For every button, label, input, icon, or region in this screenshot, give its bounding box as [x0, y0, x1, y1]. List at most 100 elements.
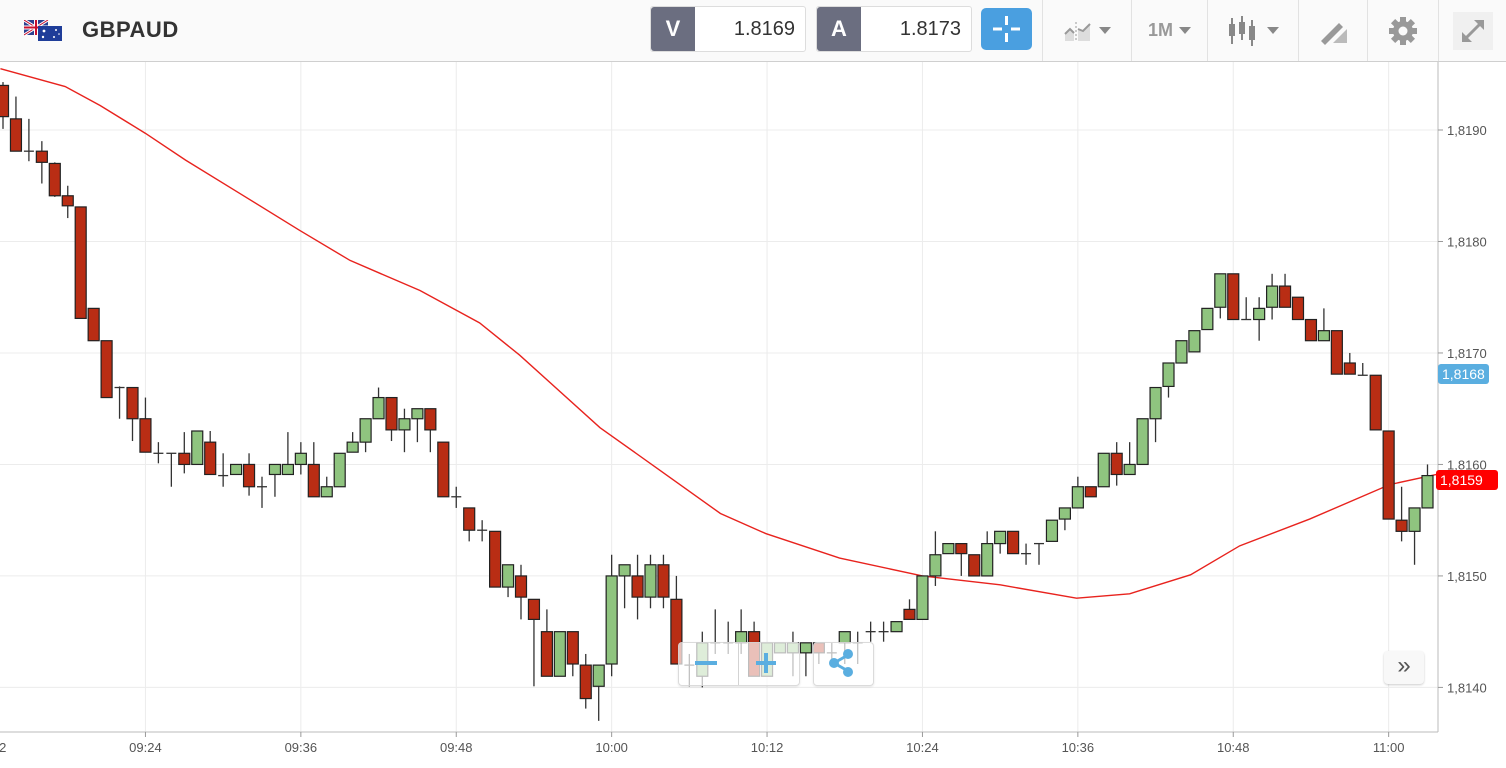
- drawing-tools-button[interactable]: [1298, 0, 1367, 61]
- candle-body: [307, 463, 320, 498]
- candle: [48, 162, 61, 197]
- candle: [916, 575, 929, 621]
- candle: [670, 575, 683, 665]
- buy-quote-button[interactable]: A 1.8173: [816, 6, 972, 52]
- candle: [501, 564, 515, 598]
- candle: [1084, 486, 1097, 498]
- price-chart[interactable]: 1,8140 1,8150 1,8160 1,8170 1,8180 1,8190 09:…: [0, 62, 1506, 768]
- zoom-in-button[interactable]: [739, 643, 799, 685]
- price-tick-label: 1,8190: [1447, 123, 1487, 138]
- candle-body: [916, 575, 929, 621]
- candle-body: [981, 542, 994, 577]
- candle: [657, 554, 670, 609]
- candle: [1369, 374, 1382, 431]
- crosshair-button[interactable]: [981, 8, 1032, 50]
- candle: [527, 598, 541, 687]
- candle: [372, 387, 385, 420]
- candle: [1058, 507, 1072, 531]
- candle: [191, 430, 204, 466]
- candle-body: [1097, 452, 1110, 488]
- candle: [294, 442, 307, 475]
- candle: [61, 185, 74, 219]
- candle: [178, 432, 191, 474]
- candle: [257, 476, 267, 508]
- timeframe-dropdown[interactable]: 1M: [1131, 0, 1207, 61]
- candle: [1421, 464, 1434, 509]
- candle: [114, 386, 125, 419]
- candle: [204, 431, 217, 476]
- candle-body: [1253, 307, 1266, 321]
- compare-icon: [1064, 21, 1091, 42]
- candle-body: [294, 452, 307, 466]
- candle: [1265, 273, 1279, 320]
- candle-body: [61, 195, 74, 207]
- candle-body: [320, 486, 333, 498]
- candle-body: [929, 554, 942, 577]
- candle-body: [1214, 273, 1227, 308]
- candle: [890, 621, 903, 633]
- candle: [281, 432, 294, 476]
- candle-body: [1071, 486, 1084, 509]
- candle-body: [1265, 285, 1279, 308]
- candle: [981, 531, 994, 577]
- minus-icon: [695, 661, 717, 665]
- candle: [230, 463, 243, 476]
- candle-body: [1201, 307, 1214, 331]
- candle: [477, 520, 488, 542]
- candle-body: [346, 441, 359, 453]
- time-tick-label: 10:48: [1217, 740, 1250, 755]
- divider: [738, 643, 739, 685]
- candle-body: [1162, 362, 1175, 388]
- time-tick-label: 10:12: [751, 740, 784, 755]
- toolbar: GBPAUD V 1.8169 A 1.8173 1M: [0, 0, 1506, 62]
- candle-body: [139, 418, 152, 453]
- price-tick-label: 1,8150: [1447, 569, 1487, 584]
- zoom-out-button[interactable]: [679, 643, 738, 685]
- candle: [346, 432, 359, 453]
- time-tick-label: 10:00: [595, 740, 628, 755]
- candle-body: [631, 575, 644, 598]
- candle: [1110, 442, 1123, 486]
- fullscreen-button[interactable]: [1438, 0, 1506, 61]
- candle: [9, 96, 23, 152]
- candle-body: [87, 307, 100, 342]
- time-tick-label: 11:00: [1373, 740, 1405, 755]
- candle: [1241, 297, 1252, 321]
- candle: [618, 564, 631, 609]
- candle: [153, 442, 164, 464]
- candle-body: [385, 396, 398, 431]
- candle: [385, 396, 398, 442]
- candle-body: [126, 386, 139, 420]
- candle-body: [527, 598, 541, 621]
- price-tick-label: 1,8180: [1447, 234, 1487, 249]
- candle-body: [955, 542, 968, 555]
- candle: [1227, 273, 1240, 321]
- candle-body: [1058, 507, 1072, 520]
- candle: [1317, 308, 1331, 342]
- time-tick-label: 10:24: [906, 740, 939, 755]
- bid-price-tag: 1,8168: [1438, 364, 1489, 384]
- candle-body: [799, 642, 813, 654]
- share-button[interactable]: [813, 642, 874, 686]
- candle: [398, 408, 411, 453]
- chevron-down-icon: [1099, 27, 1111, 34]
- chart-type-dropdown[interactable]: [1207, 0, 1298, 61]
- sell-quote-button[interactable]: V 1.8169: [650, 6, 806, 52]
- drawing-tools-icon: [1321, 22, 1347, 45]
- candle-body: [1175, 340, 1188, 364]
- candle: [955, 542, 968, 576]
- candle: [994, 530, 1007, 554]
- candle: [553, 631, 566, 677]
- scroll-to-latest-button[interactable]: »: [1384, 651, 1424, 684]
- candle: [929, 531, 942, 586]
- settings-button[interactable]: [1367, 0, 1438, 61]
- compare-dropdown[interactable]: [1042, 0, 1131, 61]
- candle: [605, 554, 618, 677]
- gear-icon: [1389, 16, 1417, 45]
- candle: [100, 340, 113, 399]
- candle-body: [1343, 362, 1356, 375]
- last-price-tag: 1,8159: [1436, 470, 1498, 490]
- candle: [1343, 352, 1356, 375]
- candle: [1408, 507, 1421, 565]
- candle: [1162, 362, 1175, 398]
